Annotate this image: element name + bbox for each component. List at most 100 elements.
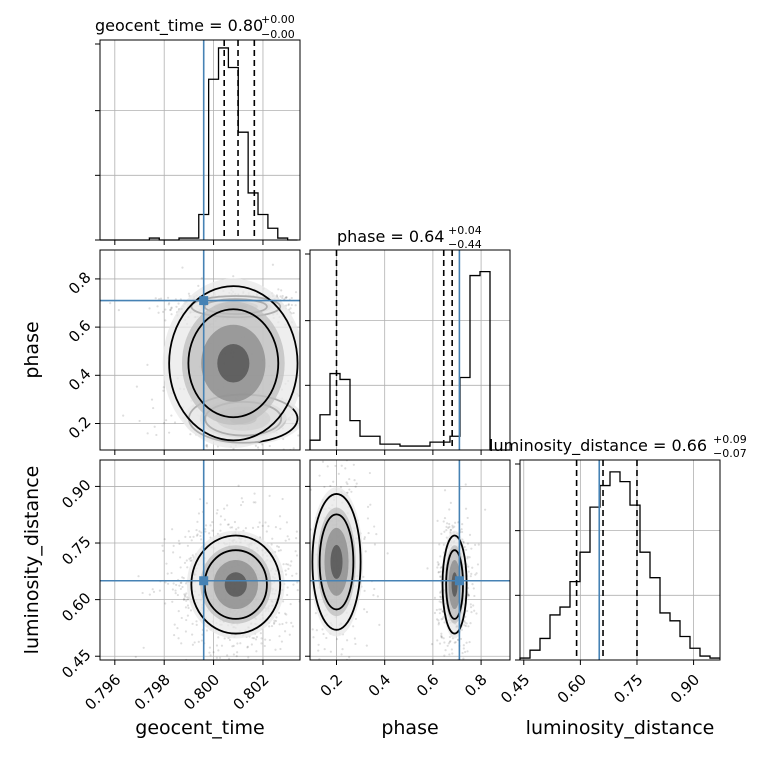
sample-point (288, 308, 291, 311)
sample-point (177, 539, 181, 542)
sample-point (279, 647, 282, 651)
sample-point (316, 406, 318, 408)
sample-point (223, 507, 226, 510)
sample-point (286, 586, 289, 589)
y-tick-label: 0.75 (58, 532, 94, 568)
sample-point (473, 594, 476, 598)
sample-point (464, 507, 468, 510)
sample-point (318, 474, 321, 477)
sample-point (450, 528, 453, 531)
sample-point (164, 602, 167, 605)
sample-point (184, 594, 187, 597)
sample-point (237, 484, 240, 487)
sample-point (186, 566, 189, 569)
sample-point (263, 644, 266, 648)
sample-point (307, 304, 309, 306)
sample-point (352, 463, 355, 466)
sample-point (216, 508, 219, 512)
sample-point (180, 616, 183, 620)
sample-point (470, 611, 473, 614)
density-region (186, 530, 285, 639)
sample-point (187, 292, 191, 295)
sample-point (290, 296, 293, 300)
sample-point (254, 638, 258, 641)
sample-point (448, 671, 450, 673)
sample-point (386, 552, 389, 555)
sample-point (366, 505, 370, 509)
sample-point (228, 638, 232, 642)
sample-point (467, 594, 470, 597)
title-geocent-time-plus: +0.00 (261, 13, 295, 26)
sample-point (443, 516, 447, 520)
sample-point (279, 527, 282, 530)
sample-point (189, 433, 192, 436)
sample-point (295, 554, 299, 557)
sample-point (440, 532, 443, 535)
histogram-panel-geocent-time (95, 39, 301, 245)
sample-point (436, 561, 439, 564)
sample-point (182, 598, 186, 601)
title-phase: phase = 0.64 +0.04 −0.44 (337, 224, 482, 251)
sample-point (288, 633, 291, 636)
title-luminosity-distance-plus: +0.09 (713, 433, 747, 446)
sample-point (437, 619, 440, 622)
sample-point (462, 647, 465, 650)
sample-point (280, 640, 284, 643)
sample-point (307, 436, 309, 438)
sample-point (335, 637, 339, 641)
density-contour (318, 513, 355, 611)
sample-point (365, 610, 369, 614)
sample-point (285, 304, 288, 307)
sample-point (279, 549, 282, 552)
sample-point (439, 575, 442, 578)
sample-point (230, 526, 234, 529)
sample-point (433, 596, 437, 600)
sample-point (311, 628, 314, 631)
density-body (100, 460, 301, 684)
sample-point (439, 595, 442, 598)
sample-point (235, 528, 238, 531)
sample-point (154, 297, 157, 300)
sample-point (367, 531, 370, 535)
sample-point (317, 643, 320, 646)
sample-point (464, 650, 467, 654)
sample-point (296, 589, 299, 592)
sample-point (315, 629, 318, 632)
sample-point (289, 564, 292, 567)
sample-point (172, 633, 176, 637)
sample-point (354, 617, 358, 621)
sample-point (251, 636, 254, 640)
density-region (162, 278, 300, 449)
sample-point (472, 587, 475, 590)
sample-point (435, 618, 439, 621)
sample-point (294, 304, 297, 307)
sample-point (188, 557, 191, 560)
sample-point (461, 523, 464, 526)
sample-point (255, 663, 257, 665)
sample-point (314, 432, 316, 434)
sample-point (292, 583, 295, 586)
sample-point (290, 621, 293, 624)
sample-point (170, 414, 173, 417)
sample-point (436, 566, 439, 569)
sample-point (148, 593, 151, 596)
sample-point (468, 640, 471, 644)
x-tick-label: 0.90 (667, 671, 703, 707)
sample-point (161, 549, 165, 552)
x-tick-label: 0.800 (180, 671, 223, 714)
sample-point (426, 567, 429, 570)
sample-point (211, 529, 214, 532)
sample-point (219, 529, 222, 532)
sample-point (243, 663, 245, 665)
sample-point (299, 682, 301, 684)
sample-point (231, 661, 233, 663)
sample-point (204, 530, 207, 533)
sample-point (442, 520, 445, 523)
sample-point (195, 534, 199, 537)
sample-point (182, 455, 184, 457)
sample-point (142, 646, 145, 649)
sample-point (163, 538, 166, 541)
sample-point (152, 406, 155, 410)
sample-point (168, 431, 171, 434)
sample-point (184, 582, 188, 585)
